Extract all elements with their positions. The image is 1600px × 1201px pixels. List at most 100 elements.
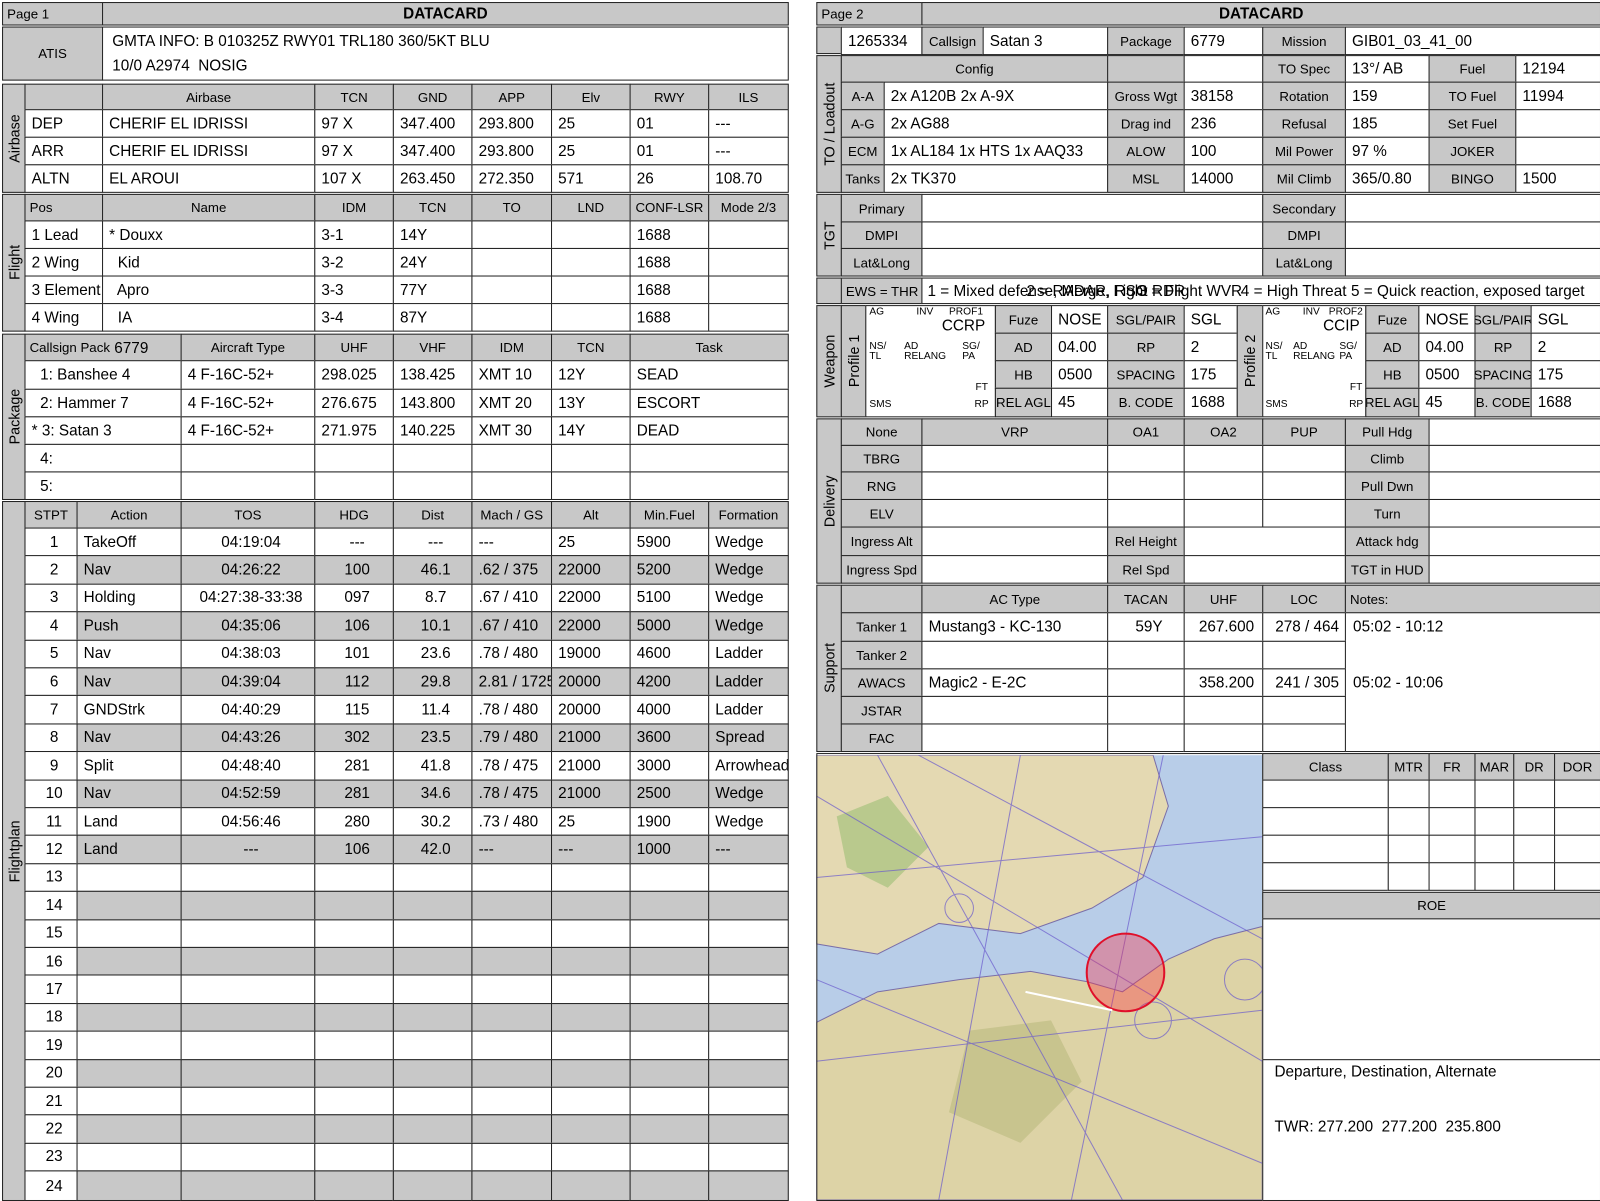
- cell: 3000: [629, 751, 710, 781]
- cell: 6779: [114, 339, 149, 357]
- cell: Wedge: [708, 583, 789, 613]
- cell: [551, 247, 631, 277]
- cell: 115: [314, 695, 394, 725]
- cell: [392, 443, 473, 473]
- cell: 0500: [1051, 360, 1109, 389]
- cell: [551, 1142, 631, 1172]
- cell: 365/0.80: [1344, 164, 1430, 193]
- header-cell: Page 2: [816, 2, 923, 26]
- cell: Apro: [102, 275, 316, 305]
- cell: Push: [76, 611, 182, 641]
- cell: [1513, 834, 1556, 864]
- header-cell: SPACING: [1474, 360, 1532, 389]
- diagram-label: PROF2: [1328, 306, 1363, 318]
- cell: [1262, 723, 1346, 753]
- cell: [708, 891, 789, 920]
- cell: 12194: [1515, 55, 1600, 83]
- cell: Nav: [76, 667, 182, 697]
- cell: 1: Banshee 4: [24, 360, 182, 390]
- cell: Magic2 - E-2C: [921, 668, 1109, 697]
- cell: 281: [314, 751, 394, 781]
- cell: 04.00: [1051, 332, 1109, 362]
- header-cell: Fuze: [1365, 305, 1420, 334]
- header-cell: Class: [1262, 753, 1389, 781]
- cell: [392, 974, 473, 1004]
- cell: [921, 695, 1109, 725]
- header-cell: Pull Dwn: [1344, 471, 1430, 500]
- header-cell: SPACING: [1107, 360, 1185, 389]
- cell: [1554, 807, 1600, 836]
- cell: TakeOff: [76, 527, 182, 557]
- cell: Spread: [708, 723, 789, 753]
- diagram-label: AD RELANG: [1293, 340, 1336, 363]
- cell: .67 / 410: [471, 611, 553, 641]
- header-cell: REL AGL: [1365, 387, 1420, 418]
- cell: [708, 946, 789, 976]
- section-label: Delivery: [816, 418, 842, 584]
- cell: [1262, 444, 1346, 473]
- cell: 2500: [629, 779, 710, 809]
- cell: 3: [24, 583, 78, 613]
- cell: [314, 863, 394, 893]
- cell: [471, 471, 553, 500]
- section-label-text: Support: [820, 643, 838, 694]
- cell: [471, 1086, 553, 1116]
- cell: 04:35:06: [180, 611, 316, 641]
- cell: [1428, 779, 1476, 809]
- header-cell: Gross Wgt: [1107, 81, 1185, 111]
- diagram-label: AG: [869, 306, 885, 318]
- header-cell: CONF-LSR: [629, 193, 710, 222]
- header-cell: DMPI: [840, 221, 923, 249]
- cell: .78 / 480: [471, 695, 553, 725]
- cell: [392, 1142, 473, 1172]
- cell: Wedge: [708, 527, 789, 557]
- diagram-label: NS/ TL: [869, 340, 887, 363]
- cell: [708, 1170, 789, 1201]
- cell: [551, 275, 631, 305]
- cell: GMTA INFO: B 010325Z RWY01 TRL180 360/5K…: [112, 32, 490, 50]
- cell: Nav: [76, 555, 182, 585]
- header-cell: PUP: [1262, 418, 1346, 446]
- cell: [102, 26, 789, 81]
- header-cell: ECM: [840, 136, 885, 166]
- cell: [1262, 695, 1346, 725]
- cell: Split: [76, 751, 182, 781]
- cell: [1183, 498, 1264, 528]
- cell: [629, 1170, 710, 1201]
- cell: 100: [1183, 136, 1264, 166]
- cell: 3600: [629, 723, 710, 753]
- header-cell: TCN: [314, 83, 394, 111]
- cell: Holding: [76, 583, 182, 613]
- cell: Wedge: [708, 555, 789, 585]
- cell: 272.350: [471, 164, 553, 193]
- cell: 241 / 305: [1262, 668, 1346, 697]
- cell: 4: [24, 611, 78, 641]
- header-cell: Pull Hdg: [1344, 418, 1430, 446]
- cell: 10/0 A2974 NOSIG: [112, 57, 248, 75]
- cell: [76, 1142, 182, 1172]
- diagram-label: CCRP: [941, 317, 986, 335]
- section-label: Weapon: [816, 305, 842, 418]
- cell: 30.2: [392, 807, 473, 837]
- header-cell: LOC: [1262, 584, 1346, 614]
- cell: [1513, 807, 1556, 836]
- cell: 3 Element: [24, 275, 104, 305]
- header-cell: Refusal: [1262, 109, 1346, 138]
- cell: 4 = High Threat: [1240, 282, 1347, 300]
- cell: [180, 974, 316, 1004]
- cell: 5200: [629, 555, 710, 585]
- cell: 1688: [1530, 387, 1600, 418]
- section-label-text: Flightplan: [5, 820, 22, 882]
- cell: ---: [392, 527, 473, 557]
- cell: ---: [708, 136, 789, 166]
- cell: 26: [629, 164, 710, 193]
- header-cell: DMPI: [1262, 221, 1346, 249]
- cell: 16: [24, 946, 78, 976]
- cell: XMT 30: [471, 416, 553, 445]
- header-cell: A-A: [840, 81, 885, 111]
- cell: [1183, 55, 1264, 83]
- header-cell: Formation: [708, 501, 789, 529]
- header-cell: DOR: [1554, 753, 1600, 781]
- cell: [76, 1170, 182, 1201]
- header-cell: Mode 2/3: [708, 193, 789, 222]
